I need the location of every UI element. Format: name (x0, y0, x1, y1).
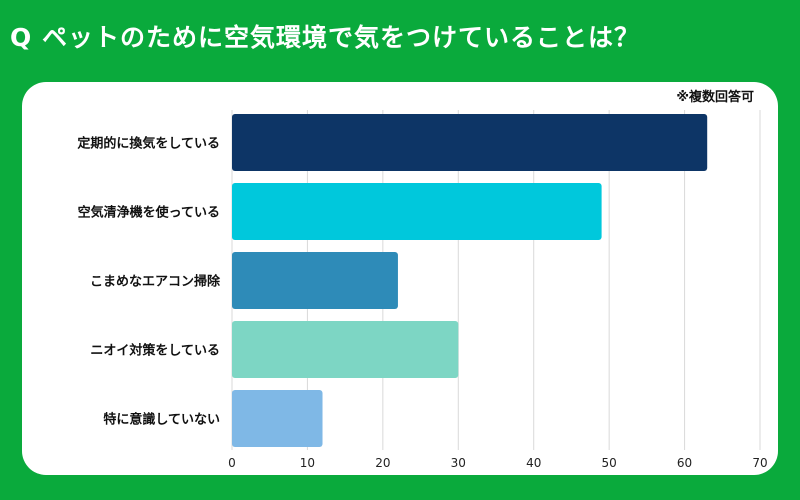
category-label: 特に意識していない (103, 412, 220, 428)
x-tick-label: 0 (228, 456, 236, 470)
category-labels: 定期的に換気をしている空気清浄機を使っているこまめなエアコン掃除ニオイ対策をして… (76, 136, 221, 428)
multiple-answers-note: ※複数回答可 (676, 90, 754, 105)
bars (232, 114, 708, 447)
bar (232, 252, 398, 309)
x-tick-label: 40 (526, 456, 541, 470)
category-label: ニオイ対策をしている (90, 343, 220, 359)
bar (232, 183, 602, 240)
category-label: 空気清浄機を使っている (78, 205, 220, 221)
x-tick-label: 20 (375, 456, 390, 470)
bar (232, 114, 708, 171)
x-tick-label: 50 (602, 456, 617, 470)
bar (232, 321, 459, 378)
category-label: 定期的に換気をしている (76, 136, 220, 152)
category-label: こまめなエアコン掃除 (90, 274, 221, 290)
x-tick-labels: 0 10 20 30 40 50 60 70 (228, 456, 767, 470)
chart-title: Q ペットのために空気環境で気をつけていることは？ (10, 23, 640, 52)
bar (232, 390, 323, 447)
x-tick-label: 10 (300, 456, 315, 470)
x-tick-label: 30 (451, 456, 466, 470)
x-tick-label: 70 (752, 456, 767, 470)
x-tick-label: 60 (677, 456, 692, 470)
